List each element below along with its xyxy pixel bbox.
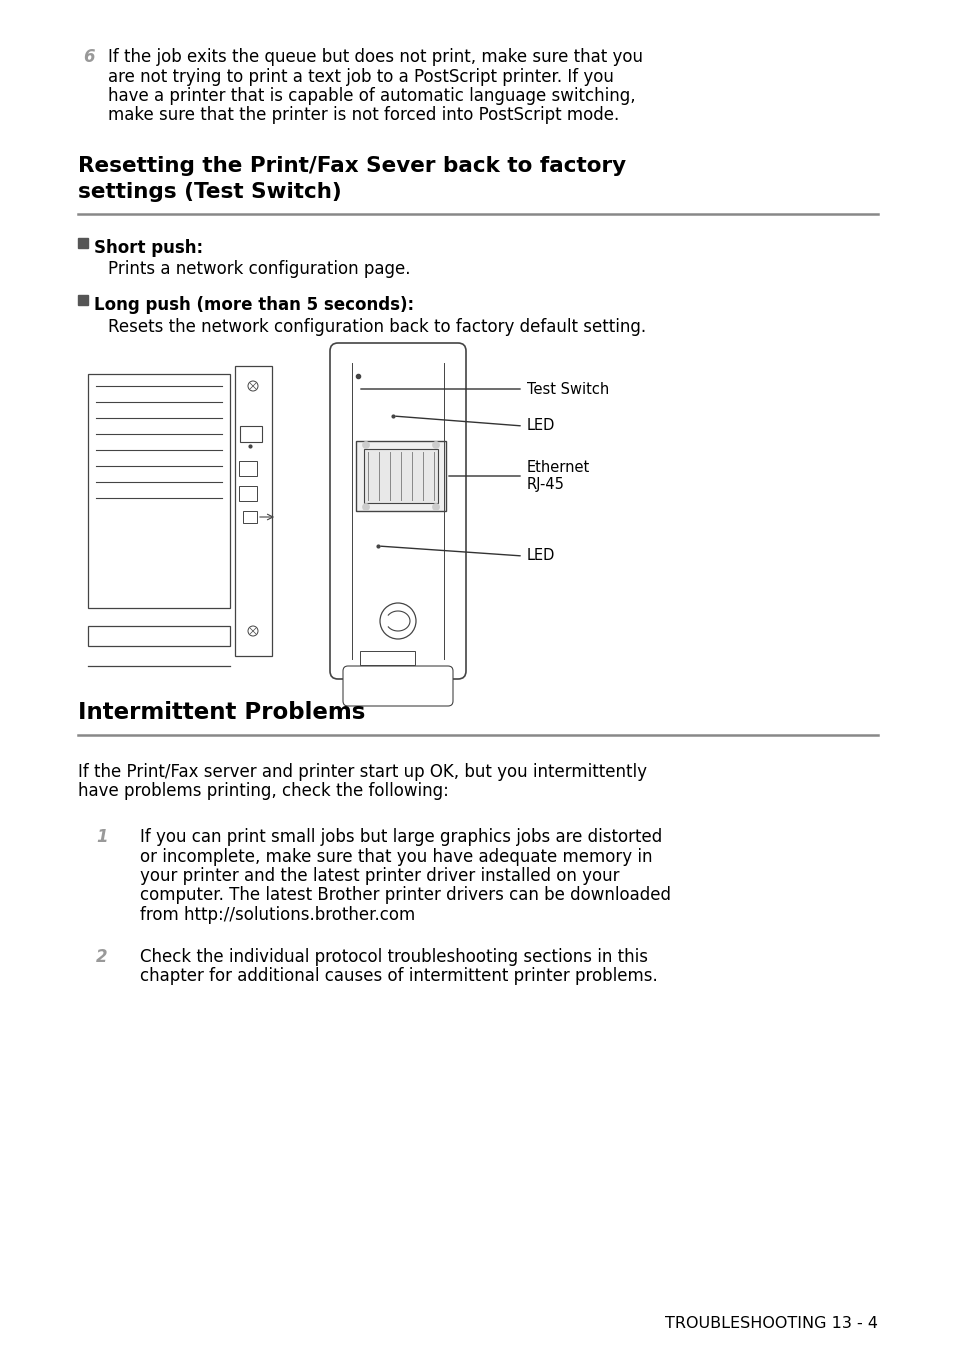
Circle shape xyxy=(379,603,416,639)
Text: or incomplete, make sure that you have adequate memory in: or incomplete, make sure that you have a… xyxy=(140,848,652,865)
Text: 2: 2 xyxy=(96,948,108,965)
Text: Long push (more than 5 seconds):: Long push (more than 5 seconds): xyxy=(94,296,414,314)
Text: Ethernet: Ethernet xyxy=(526,460,590,475)
Text: settings (Test Switch): settings (Test Switch) xyxy=(78,183,341,201)
Bar xyxy=(364,449,437,503)
Text: TROUBLESHOOTING 13 - 4: TROUBLESHOOTING 13 - 4 xyxy=(664,1315,877,1330)
Bar xyxy=(78,238,88,247)
Text: 1: 1 xyxy=(96,827,108,846)
Text: RJ-45: RJ-45 xyxy=(526,477,564,492)
Bar xyxy=(359,652,415,665)
Bar xyxy=(355,441,446,511)
Text: Resets the network configuration back to factory default setting.: Resets the network configuration back to… xyxy=(108,318,645,335)
Circle shape xyxy=(362,503,369,511)
Text: Test Switch: Test Switch xyxy=(526,381,609,396)
Text: Prints a network configuration page.: Prints a network configuration page. xyxy=(108,261,410,279)
Text: LED: LED xyxy=(526,419,555,434)
Text: are not trying to print a text job to a PostScript printer. If you: are not trying to print a text job to a … xyxy=(108,68,613,85)
Circle shape xyxy=(432,503,439,511)
Circle shape xyxy=(248,381,257,391)
Circle shape xyxy=(362,442,369,449)
Text: from http://solutions.brother.com: from http://solutions.brother.com xyxy=(140,906,415,923)
FancyBboxPatch shape xyxy=(330,343,465,679)
Text: computer. The latest Brother printer drivers can be downloaded: computer. The latest Brother printer dri… xyxy=(140,887,670,904)
Text: If the job exits the queue but does not print, make sure that you: If the job exits the queue but does not … xyxy=(108,49,642,66)
Bar xyxy=(239,485,256,502)
Bar xyxy=(234,366,272,656)
Text: Check the individual protocol troubleshooting sections in this: Check the individual protocol troublesho… xyxy=(140,948,647,965)
Text: If the Print/Fax server and printer start up OK, but you intermittently: If the Print/Fax server and printer star… xyxy=(78,763,646,781)
Text: 6: 6 xyxy=(83,49,94,66)
Bar xyxy=(239,461,256,476)
Text: Resetting the Print/Fax Sever back to factory: Resetting the Print/Fax Sever back to fa… xyxy=(78,155,625,176)
Bar xyxy=(88,375,230,608)
Text: make sure that the printer is not forced into PostScript mode.: make sure that the printer is not forced… xyxy=(108,107,618,124)
Circle shape xyxy=(432,442,439,449)
Text: LED: LED xyxy=(526,549,555,564)
Text: your printer and the latest printer driver installed on your: your printer and the latest printer driv… xyxy=(140,867,618,886)
Circle shape xyxy=(248,626,257,635)
Bar xyxy=(240,426,262,442)
Bar xyxy=(88,626,230,646)
Text: If you can print small jobs but large graphics jobs are distorted: If you can print small jobs but large gr… xyxy=(140,827,661,846)
FancyBboxPatch shape xyxy=(343,667,453,706)
Bar xyxy=(243,511,256,523)
Text: chapter for additional causes of intermittent printer problems.: chapter for additional causes of intermi… xyxy=(140,967,657,986)
Text: Short push:: Short push: xyxy=(94,239,203,257)
Bar xyxy=(78,295,88,306)
Text: have a printer that is capable of automatic language switching,: have a printer that is capable of automa… xyxy=(108,87,635,105)
Text: Intermittent Problems: Intermittent Problems xyxy=(78,700,365,725)
Text: have problems printing, check the following:: have problems printing, check the follow… xyxy=(78,783,449,800)
